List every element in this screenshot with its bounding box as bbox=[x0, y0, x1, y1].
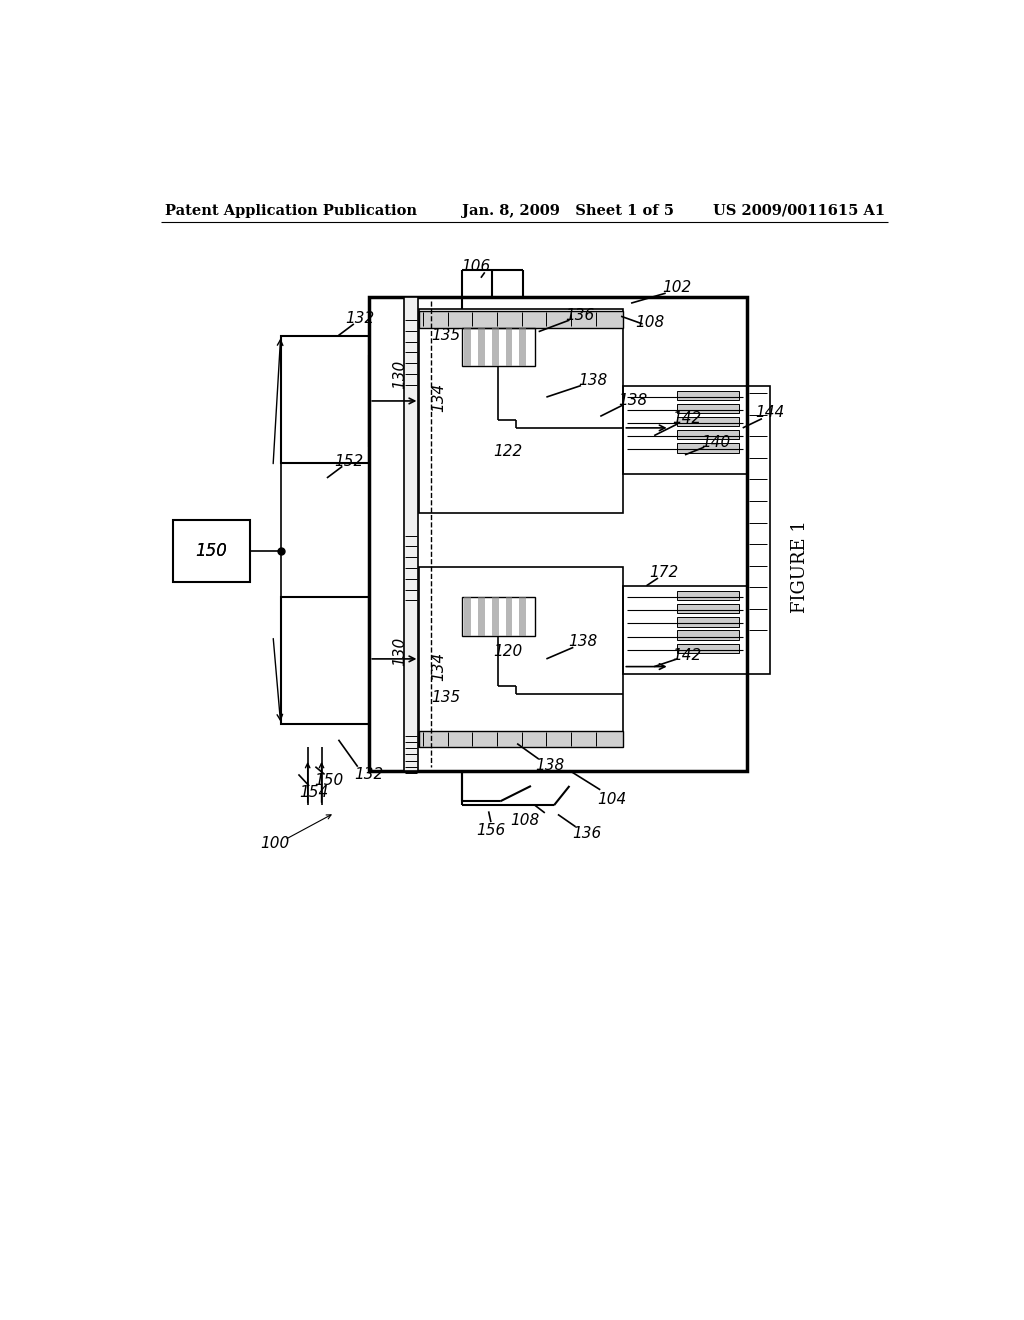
Text: 135: 135 bbox=[432, 327, 461, 343]
Text: 130: 130 bbox=[392, 636, 408, 665]
Text: FIGURE 1: FIGURE 1 bbox=[792, 520, 809, 612]
Bar bbox=[519, 327, 526, 367]
Bar bbox=[677, 417, 739, 426]
Text: 138: 138 bbox=[578, 372, 607, 388]
Bar bbox=[677, 391, 739, 400]
Text: 108: 108 bbox=[636, 315, 665, 330]
Text: 142: 142 bbox=[673, 411, 701, 426]
Text: 150: 150 bbox=[196, 543, 227, 560]
Bar bbox=[464, 598, 471, 636]
Bar bbox=[624, 586, 746, 675]
Bar bbox=[403, 297, 418, 771]
Bar bbox=[492, 327, 499, 367]
Bar bbox=[281, 598, 370, 725]
Text: 138: 138 bbox=[617, 392, 647, 408]
Text: 132: 132 bbox=[345, 312, 375, 326]
Text: 136: 136 bbox=[571, 826, 601, 841]
Text: 136: 136 bbox=[565, 308, 594, 323]
Bar bbox=[506, 327, 512, 367]
Bar bbox=[492, 598, 499, 636]
Bar bbox=[624, 385, 746, 474]
Bar bbox=[677, 618, 739, 627]
Bar bbox=[281, 335, 370, 462]
Bar bbox=[419, 309, 624, 512]
Text: 140: 140 bbox=[701, 436, 730, 450]
Text: 152: 152 bbox=[334, 454, 364, 469]
Bar bbox=[478, 327, 484, 367]
Bar bbox=[419, 312, 624, 327]
Text: 150: 150 bbox=[314, 774, 344, 788]
Text: 102: 102 bbox=[663, 280, 692, 296]
Bar bbox=[519, 598, 526, 636]
Text: 138: 138 bbox=[568, 635, 598, 649]
Text: 100: 100 bbox=[261, 836, 290, 851]
Bar bbox=[173, 520, 250, 582]
Bar bbox=[677, 591, 739, 601]
Text: 134: 134 bbox=[431, 652, 446, 681]
Text: 108: 108 bbox=[510, 813, 540, 828]
Bar bbox=[677, 430, 739, 440]
Bar bbox=[478, 598, 484, 636]
Bar bbox=[677, 644, 739, 653]
Text: 144: 144 bbox=[755, 405, 784, 420]
Bar bbox=[462, 598, 535, 636]
Text: 122: 122 bbox=[494, 444, 522, 458]
Bar bbox=[746, 385, 770, 675]
Text: 120: 120 bbox=[494, 644, 522, 659]
Bar bbox=[370, 297, 746, 771]
Text: 132: 132 bbox=[354, 767, 384, 781]
Text: Patent Application Publication: Patent Application Publication bbox=[165, 203, 417, 218]
Bar bbox=[677, 444, 739, 453]
Text: 142: 142 bbox=[673, 648, 701, 663]
Bar bbox=[506, 598, 512, 636]
Text: 135: 135 bbox=[432, 690, 461, 705]
Bar bbox=[462, 327, 535, 367]
Bar bbox=[419, 566, 624, 747]
Text: 134: 134 bbox=[431, 383, 446, 412]
Text: 172: 172 bbox=[649, 565, 679, 581]
Bar bbox=[677, 404, 739, 413]
Text: 104: 104 bbox=[597, 792, 627, 807]
Text: 150: 150 bbox=[196, 543, 227, 560]
Text: 106: 106 bbox=[461, 259, 490, 273]
Text: US 2009/0011615 A1: US 2009/0011615 A1 bbox=[713, 203, 885, 218]
Bar bbox=[464, 327, 471, 367]
Bar bbox=[677, 631, 739, 640]
Text: 138: 138 bbox=[536, 758, 565, 772]
Text: 156: 156 bbox=[476, 824, 506, 838]
Text: 154: 154 bbox=[299, 784, 329, 800]
Text: Jan. 8, 2009   Sheet 1 of 5: Jan. 8, 2009 Sheet 1 of 5 bbox=[462, 203, 674, 218]
Bar bbox=[677, 605, 739, 614]
Text: 130: 130 bbox=[392, 359, 408, 388]
Bar bbox=[419, 730, 624, 747]
